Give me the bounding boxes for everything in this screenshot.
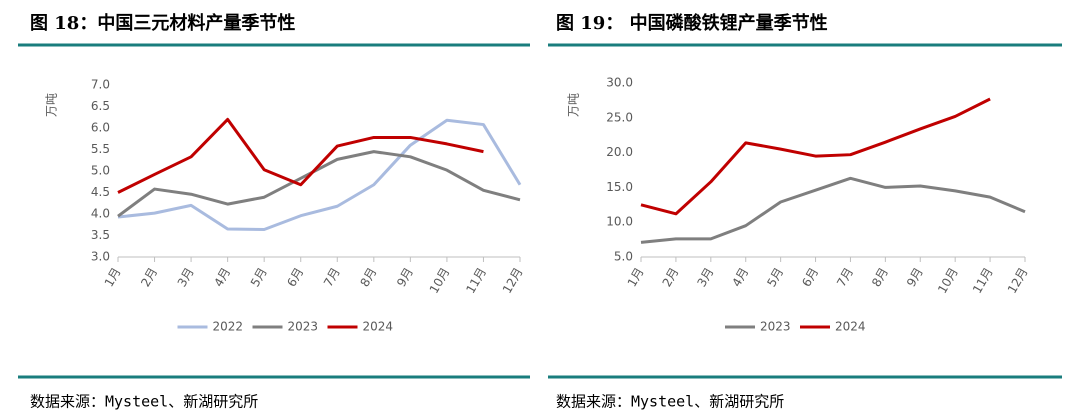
x-tick-label: 4月 xyxy=(211,265,233,289)
x-tick-label: 11月 xyxy=(463,265,489,296)
x-tick-label: 8月 xyxy=(869,265,891,289)
y-tick-label: 4.5 xyxy=(91,185,110,199)
x-tick-label: 10月 xyxy=(935,265,961,296)
series-line xyxy=(117,117,484,194)
y-tick-label: 5.0 xyxy=(91,164,110,178)
x-tick-label: 2月 xyxy=(138,265,160,289)
legend-label: 2024 xyxy=(835,320,866,334)
x-tick-label: 6月 xyxy=(799,265,821,289)
x-tick-label: 4月 xyxy=(729,265,751,289)
x-tick-label: 1月 xyxy=(625,265,647,289)
series-line xyxy=(117,118,522,231)
legend-label: 2024 xyxy=(363,320,394,334)
y-tick-label: 5.5 xyxy=(91,142,110,156)
y-tick-label: 30.0 xyxy=(606,76,633,90)
x-tick-label: 10月 xyxy=(427,265,453,296)
y-tick-label: 25.0 xyxy=(606,110,633,124)
y-tick-label: 5.0 xyxy=(614,250,633,264)
x-tick-label: 9月 xyxy=(904,265,926,289)
x-tick-label: 3月 xyxy=(695,265,717,289)
x-tick-label: 9月 xyxy=(394,265,416,289)
y-tick-label: 20.0 xyxy=(606,145,633,159)
series-line xyxy=(117,150,521,218)
chart-title: 图 19： 中国磷酸铁锂产量季节性 xyxy=(556,12,828,34)
x-tick-label: 12月 xyxy=(500,265,526,296)
series-line xyxy=(640,97,991,216)
x-tick-label: 7月 xyxy=(321,265,343,289)
source-note: 数据来源：Mysteel、新湖研究所 xyxy=(556,393,784,411)
y-tick-label: 7.0 xyxy=(91,78,110,92)
x-tick-label: 1月 xyxy=(102,265,124,289)
x-tick-label: 5月 xyxy=(248,265,270,289)
y-tick-label: 15.0 xyxy=(606,180,633,194)
y-tick-label: 6.5 xyxy=(91,99,110,113)
x-tick-label: 8月 xyxy=(358,265,380,289)
x-tick-label: 3月 xyxy=(175,265,197,289)
y-tick-label: 4.0 xyxy=(91,207,110,221)
y-tick-label: 3.0 xyxy=(91,250,110,264)
x-tick-label: 12月 xyxy=(1005,265,1031,296)
x-tick-label: 7月 xyxy=(834,265,856,289)
legend-label: 2022 xyxy=(213,320,244,334)
legend-label: 2023 xyxy=(760,320,791,334)
legend-label: 2023 xyxy=(288,320,319,334)
chart-title: 图 18：中国三元材料产量季节性 xyxy=(30,12,295,34)
x-tick-label: 6月 xyxy=(284,265,306,289)
x-tick-label: 11月 xyxy=(970,265,996,296)
y-axis-label: 万吨 xyxy=(567,93,581,117)
x-tick-label: 5月 xyxy=(764,265,786,289)
series-line xyxy=(640,176,1026,244)
x-tick-label: 2月 xyxy=(660,265,682,289)
y-tick-label: 10.0 xyxy=(606,215,633,229)
y-tick-label: 6.0 xyxy=(91,121,110,135)
y-axis-label: 万吨 xyxy=(45,93,59,117)
y-tick-label: 3.5 xyxy=(91,228,110,242)
source-note: 数据来源：Mysteel、新湖研究所 xyxy=(30,393,258,411)
